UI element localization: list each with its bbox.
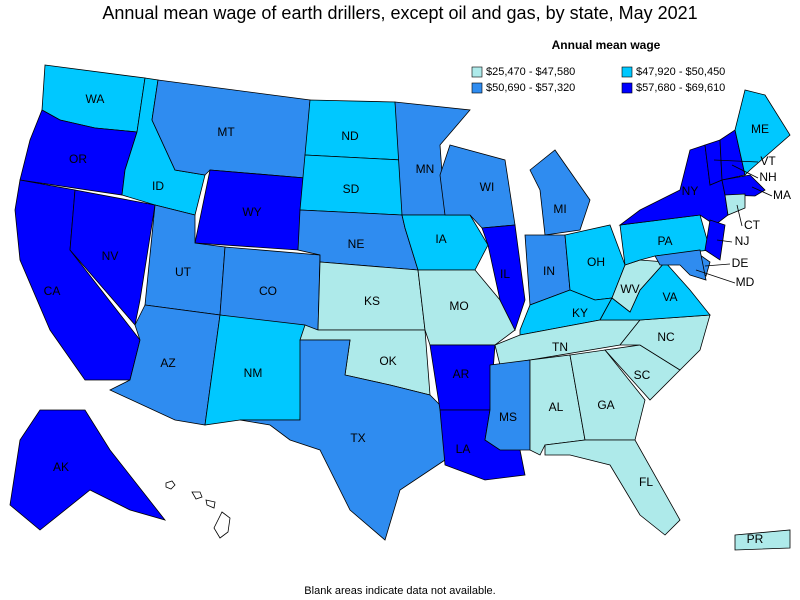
state-label: MT xyxy=(217,125,235,139)
state xyxy=(544,439,681,536)
state-label: AK xyxy=(53,460,69,474)
state-label: NE xyxy=(348,237,365,251)
state-label: WV xyxy=(620,282,639,296)
state-label: AL xyxy=(549,400,564,414)
state-label: IA xyxy=(435,232,446,246)
state-label: OH xyxy=(587,255,605,269)
state-label: TN xyxy=(552,340,568,354)
state xyxy=(704,219,726,261)
leader-line xyxy=(736,204,743,227)
state-label: ME xyxy=(751,122,769,136)
state-label: PA xyxy=(657,234,672,248)
legend-swatch xyxy=(471,82,483,94)
leader-line xyxy=(716,239,733,243)
legend-swatch xyxy=(471,66,483,78)
state-label: DE xyxy=(732,256,749,270)
state-label: VT xyxy=(760,154,776,168)
state-label: KY xyxy=(572,306,588,320)
state xyxy=(724,193,746,216)
state-label: CO xyxy=(259,284,277,298)
state-label: OR xyxy=(69,152,87,166)
state-label: AZ xyxy=(160,356,175,370)
state-label: NY xyxy=(682,184,699,198)
state xyxy=(484,359,531,451)
state xyxy=(417,269,516,346)
legend-label: $47,920 - $50,450 xyxy=(636,66,725,78)
hawaii xyxy=(165,480,231,539)
state-label: NJ xyxy=(735,234,750,248)
state-label: ID xyxy=(152,179,164,193)
state xyxy=(721,174,766,197)
leader-line xyxy=(751,186,773,197)
state xyxy=(69,189,156,326)
state-label: MA xyxy=(773,188,791,202)
state-label: WI xyxy=(480,180,495,194)
state-label: TX xyxy=(350,431,365,445)
legend-swatch xyxy=(621,66,633,78)
state-label: UT xyxy=(175,265,192,279)
state xyxy=(9,409,167,531)
state xyxy=(734,529,791,551)
state-label: IL xyxy=(500,267,510,281)
state xyxy=(439,144,516,229)
state-label: MO xyxy=(449,299,468,313)
leader-line xyxy=(731,164,759,179)
state-label: KS xyxy=(364,294,380,308)
state-label: MN xyxy=(416,162,435,176)
legend-swatch xyxy=(621,82,633,94)
legend-label: $57,680 - $69,610 xyxy=(636,82,725,94)
state-label: IN xyxy=(543,264,555,278)
state-label: PR xyxy=(747,532,764,546)
state xyxy=(481,224,526,332)
state-label: LA xyxy=(456,442,471,456)
state-label: CA xyxy=(44,284,61,298)
state-label: NV xyxy=(102,249,119,263)
states xyxy=(9,64,791,551)
legend-label: $50,690 - $57,320 xyxy=(486,82,575,94)
state xyxy=(239,339,446,541)
state-label: SD xyxy=(343,182,360,196)
state-label: MS xyxy=(499,410,517,424)
state-label: MI xyxy=(553,202,566,216)
state-label: NC xyxy=(657,330,675,344)
state-label: ND xyxy=(341,129,359,143)
state-label: SC xyxy=(634,368,651,382)
leader-line xyxy=(704,263,731,267)
state-label: NM xyxy=(244,366,263,380)
state xyxy=(654,249,707,281)
state-label: CT xyxy=(744,218,761,232)
state-label: OK xyxy=(379,354,396,368)
leader-line xyxy=(713,159,759,163)
state-label: WA xyxy=(86,92,105,106)
state xyxy=(569,349,646,441)
legend-label: $25,470 - $47,580 xyxy=(486,66,575,78)
state-label: MD xyxy=(736,275,755,289)
legend-title: Annual mean wage xyxy=(552,38,661,52)
state-label: FL xyxy=(639,475,653,489)
state-label: GA xyxy=(597,398,614,412)
state-label: AR xyxy=(453,367,470,381)
leader-line xyxy=(695,269,736,284)
footnote: Blank areas indicate data not available. xyxy=(304,585,495,597)
state-label: WY xyxy=(242,205,261,219)
state-label: NH xyxy=(759,170,776,184)
state xyxy=(734,89,791,176)
map-title: Annual mean wage of earth drillers, exce… xyxy=(102,3,697,23)
state-label: VA xyxy=(662,290,677,304)
state xyxy=(529,149,591,236)
